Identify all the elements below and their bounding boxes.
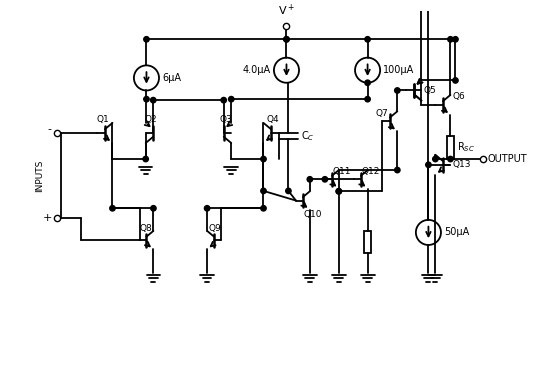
Circle shape [365, 37, 370, 42]
Text: Q3: Q3 [219, 115, 232, 124]
Text: Q8: Q8 [139, 224, 152, 233]
Circle shape [144, 37, 149, 42]
Circle shape [286, 188, 291, 194]
Text: OUTPUT: OUTPUT [487, 154, 527, 164]
Circle shape [221, 97, 226, 103]
Text: Q5: Q5 [423, 86, 436, 95]
Text: Q11: Q11 [333, 167, 351, 176]
Text: Q6: Q6 [452, 92, 465, 101]
Text: -: - [48, 124, 52, 134]
Circle shape [143, 156, 148, 162]
Text: C$_C$: C$_C$ [301, 129, 315, 143]
Text: R$_{SC}$: R$_{SC}$ [457, 141, 475, 154]
Text: V$^+$: V$^+$ [278, 3, 295, 18]
Circle shape [365, 96, 370, 102]
Text: 4.0μA: 4.0μA [243, 65, 271, 75]
Text: 6μA: 6μA [162, 73, 181, 83]
Text: Q12: Q12 [362, 167, 380, 176]
Circle shape [433, 156, 438, 162]
Circle shape [448, 37, 453, 42]
Text: Q4: Q4 [266, 115, 279, 124]
Circle shape [228, 96, 234, 102]
Bar [446, 136, 455, 159]
Circle shape [426, 162, 431, 168]
Text: +: + [42, 213, 52, 223]
Circle shape [261, 188, 266, 194]
Circle shape [151, 206, 156, 211]
Circle shape [453, 37, 458, 42]
Circle shape [110, 206, 115, 211]
Text: INPUTS: INPUTS [35, 159, 44, 192]
Text: Q1: Q1 [96, 115, 109, 124]
Circle shape [307, 177, 312, 182]
Text: Q13: Q13 [452, 161, 471, 169]
Circle shape [144, 96, 149, 102]
Circle shape [322, 177, 327, 182]
Circle shape [151, 97, 156, 103]
Circle shape [394, 88, 400, 93]
Circle shape [261, 156, 266, 162]
Circle shape [284, 37, 289, 42]
Circle shape [336, 189, 341, 194]
Text: 100μA: 100μA [383, 65, 414, 75]
Text: Q9: Q9 [209, 224, 221, 233]
Circle shape [365, 80, 370, 86]
Circle shape [261, 206, 266, 211]
Circle shape [204, 206, 210, 211]
Circle shape [394, 168, 400, 173]
Circle shape [284, 37, 289, 42]
Bar [364, 231, 371, 253]
Text: 50μA: 50μA [444, 227, 469, 237]
Circle shape [453, 78, 458, 83]
Circle shape [448, 156, 453, 162]
Text: Q7: Q7 [375, 108, 388, 118]
Circle shape [336, 189, 341, 194]
Text: Q2: Q2 [145, 115, 158, 124]
Text: Q10: Q10 [304, 210, 322, 219]
